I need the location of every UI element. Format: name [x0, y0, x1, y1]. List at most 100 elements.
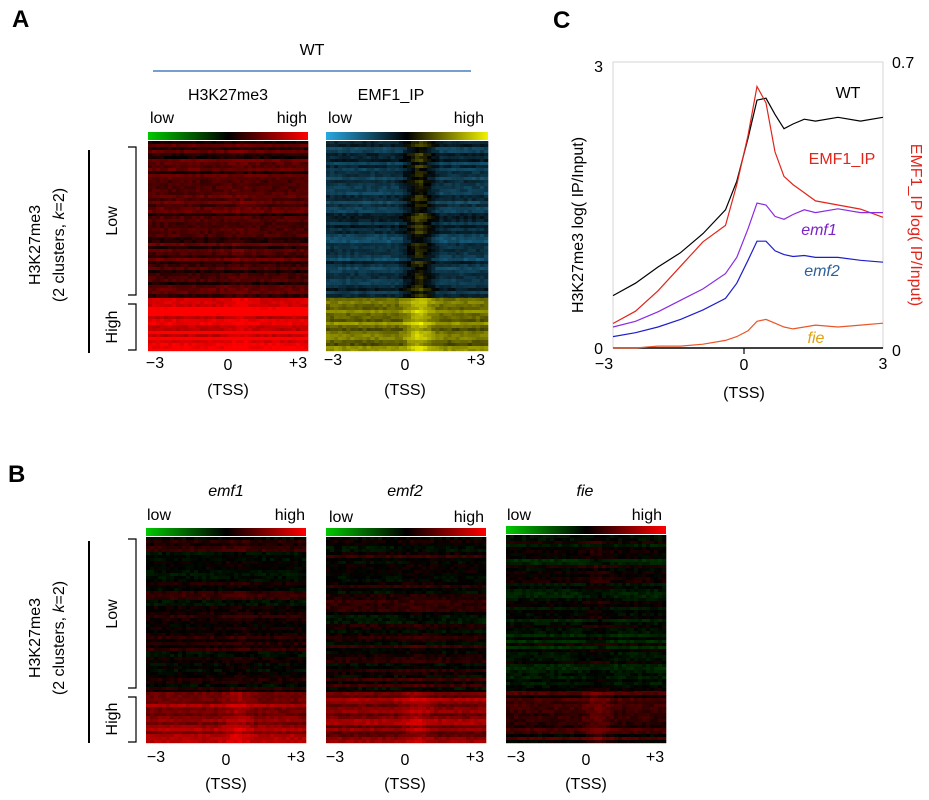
heatmap-cell — [244, 340, 249, 344]
heatmap-cell — [216, 334, 221, 338]
heatmap-cell — [451, 282, 456, 286]
heatmap-cell — [252, 334, 257, 338]
heatmap-cell — [248, 177, 253, 181]
heatmap-cell — [443, 279, 448, 283]
heatmap-cell — [236, 343, 241, 347]
heatmap-cell — [370, 246, 375, 250]
heatmap-cell — [443, 195, 448, 199]
heatmap-cell — [156, 273, 161, 277]
heatmap-cell — [188, 141, 193, 145]
heatmap-cell — [276, 213, 281, 217]
heatmap-cell — [346, 261, 351, 265]
heatmap-cell — [370, 204, 375, 208]
heatmap-cell — [346, 282, 351, 286]
heatmap-cell — [407, 174, 412, 178]
heatmap-cell — [276, 192, 281, 196]
heatmap-cell — [483, 159, 489, 163]
heatmap-cell — [256, 183, 261, 187]
heatmap-cell — [358, 255, 363, 259]
heatmap-cell — [407, 234, 412, 238]
heatmap-cell — [236, 285, 241, 289]
heatmap-cell — [390, 180, 396, 184]
heatmap-cell — [296, 249, 301, 253]
heatmap-cell — [439, 177, 444, 181]
heatmap-cell — [296, 231, 301, 235]
heatmap-cell — [390, 255, 396, 259]
heatmap-cell — [216, 234, 221, 238]
heatmap-cell — [334, 168, 339, 172]
heatmap-cell — [232, 216, 237, 220]
heatmap-cell — [256, 225, 261, 229]
heatmap-cell — [459, 192, 464, 196]
heatmap-cell — [386, 270, 392, 274]
heatmap-cell — [216, 255, 221, 259]
heatmap-cell — [300, 195, 305, 199]
heatmap-cell — [252, 322, 257, 326]
heatmap-cell — [260, 216, 265, 220]
heatmap-cell — [176, 340, 181, 344]
heatmap-cell — [382, 234, 388, 238]
heatmap-cell — [288, 313, 293, 317]
heatmap-cell — [152, 316, 157, 320]
heatmap-cell — [419, 186, 424, 190]
heatmap-cell — [423, 147, 428, 151]
heatmap-cell — [471, 255, 477, 259]
heatmap-cell — [451, 249, 456, 253]
heatmap-cell — [152, 228, 157, 232]
heatmap-cell — [471, 219, 477, 223]
heatmap-emf1-ip: EMF1_IP low high −3 0 +3 (TSS) — [324, 87, 489, 399]
heatmap-cell — [260, 240, 265, 244]
heatmap-cell — [180, 159, 185, 163]
heatmap-cell — [268, 337, 273, 341]
heatmap-cell — [168, 276, 173, 280]
heatmap-cell — [152, 195, 157, 199]
heatmap-cell — [330, 156, 335, 160]
heatmap-cell — [196, 337, 201, 341]
heatmap-cell — [304, 310, 309, 314]
heatmap-cell — [362, 141, 367, 145]
heatmap-cell — [451, 279, 456, 283]
heatmap-cell — [232, 183, 237, 187]
heatmap-cell — [350, 243, 355, 247]
heatmap-cell — [176, 279, 181, 283]
heatmap-cell — [180, 288, 185, 292]
heatmap-cell — [200, 337, 205, 341]
heatmap-cell — [192, 171, 197, 175]
heatmap-cell — [192, 201, 197, 205]
heatmap-cell — [479, 201, 485, 205]
heatmap-cell — [244, 334, 249, 338]
heatmap-cell — [164, 319, 169, 323]
heatmap-cell — [338, 228, 343, 232]
heatmap-cell — [228, 258, 233, 262]
heatmap-cell — [192, 343, 197, 347]
heatmap-cell — [447, 255, 452, 259]
heatmap-cell — [300, 156, 305, 160]
heatmap-cell — [244, 183, 249, 187]
heatmap-cell — [280, 180, 285, 184]
heatmap-cell — [232, 291, 237, 295]
heatmap-cell — [463, 159, 469, 163]
heatmap-cell — [176, 304, 181, 308]
heatmap-cell — [204, 183, 209, 187]
heatmap-cell — [346, 297, 351, 299]
heatmap-cell — [224, 307, 229, 311]
heatmap-cell — [419, 279, 424, 283]
heatmap-cell — [330, 147, 335, 151]
heatmap-cell — [330, 150, 335, 154]
heatmap-cell — [451, 207, 456, 211]
heatmap-cell — [196, 343, 201, 347]
heatmap-cell — [439, 207, 444, 211]
heatmap-cell — [479, 282, 485, 286]
heatmap-cell — [431, 270, 436, 274]
heatmap-cell — [192, 234, 197, 238]
heatmap-cell — [455, 252, 460, 256]
heatmap-cell — [268, 288, 273, 292]
heatmap-cell — [378, 297, 383, 299]
heatmap-cell — [284, 313, 289, 317]
heatmap-cell — [475, 294, 481, 298]
heatmap-cell — [212, 162, 217, 166]
heatmap-cell — [362, 276, 367, 280]
heatmap-cell — [443, 264, 448, 268]
heatmap-cell — [459, 294, 464, 298]
heatmap-cell — [156, 301, 161, 305]
